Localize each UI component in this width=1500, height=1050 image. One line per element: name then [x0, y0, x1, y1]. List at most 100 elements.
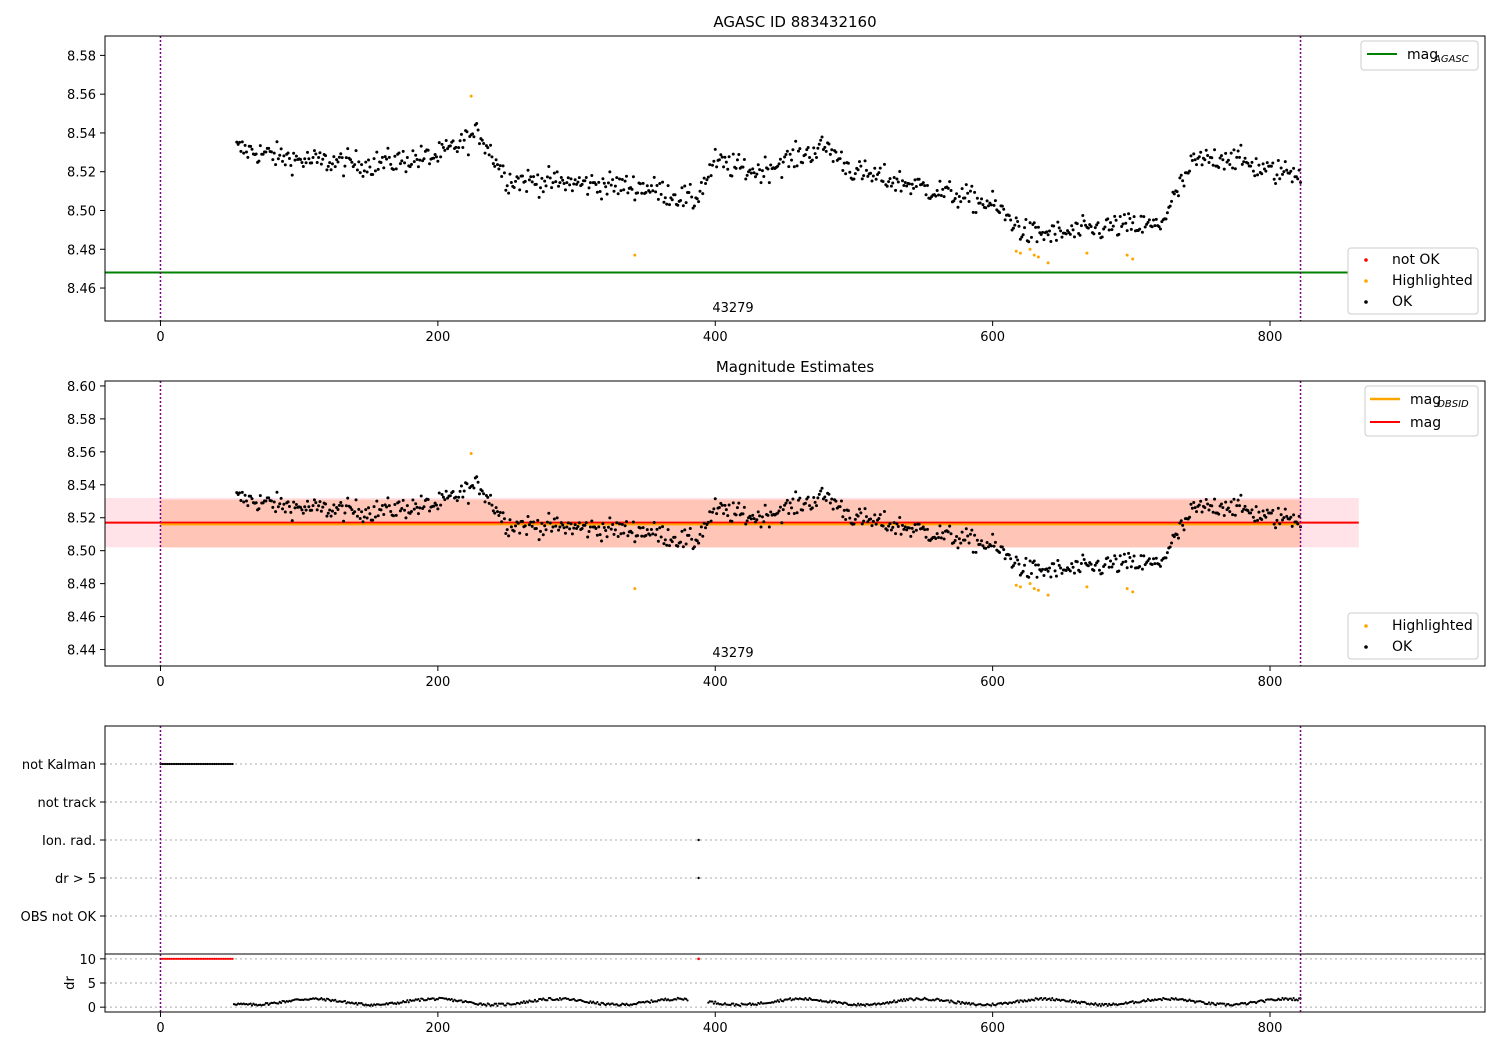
ok-point [466, 153, 470, 157]
ok-point [1111, 562, 1115, 566]
x-tick-label: 200 [425, 1021, 450, 1036]
highlighted-point [1018, 251, 1022, 255]
ok-point [808, 504, 812, 508]
ok-point [1170, 199, 1174, 203]
ok-point [1113, 214, 1117, 218]
dr-axis-label: dr [63, 976, 78, 990]
not-kalman-point [179, 762, 182, 766]
ok-point [1246, 509, 1250, 513]
dr-point [277, 1002, 280, 1005]
ok-point [697, 200, 701, 204]
ok-point [1120, 562, 1124, 566]
ok-point [776, 164, 780, 168]
ok-point [1274, 182, 1278, 186]
ok-point [1279, 513, 1283, 517]
ok-point [1028, 559, 1032, 563]
ok-point [824, 149, 828, 153]
ok-point [416, 165, 420, 169]
ok-point [1207, 508, 1211, 512]
ok-point [1219, 154, 1223, 158]
dr-point [804, 997, 807, 1000]
dr-point [807, 998, 810, 1001]
ok-point [1275, 173, 1279, 177]
ok-point [1210, 504, 1214, 508]
ok-point [638, 526, 642, 530]
ok-point [612, 189, 616, 193]
ok-point [907, 182, 911, 186]
ok-point [998, 550, 1002, 554]
ok-point [558, 181, 562, 185]
ok-point [472, 486, 476, 490]
x-tick-label: 400 [703, 675, 728, 690]
ok-point [401, 498, 405, 502]
ok-point [955, 534, 959, 538]
dr-point [368, 1004, 372, 1007]
ok-point [1070, 224, 1074, 228]
ok-point [580, 527, 584, 531]
ok-point [1129, 227, 1133, 231]
dr-tick-label: 5 [88, 977, 96, 992]
ok-point [938, 524, 942, 528]
ok-point [1206, 502, 1210, 506]
ok-point [648, 533, 652, 537]
ok-point [462, 489, 466, 493]
dr-point [522, 1000, 525, 1003]
dr-point [1192, 1000, 1195, 1003]
highlighted-point [1028, 247, 1032, 251]
ok-point [439, 155, 443, 159]
ok-point [1168, 545, 1172, 549]
dr-point [777, 1000, 781, 1003]
ok-point [663, 196, 667, 200]
ok-point [548, 176, 552, 180]
ok-point [713, 497, 717, 501]
ok-point [346, 496, 350, 500]
dr-point [360, 1002, 363, 1005]
ok-point [394, 513, 398, 517]
ok-point [783, 155, 787, 159]
dr-point [891, 1000, 894, 1004]
x-tick-label: 0 [156, 1021, 164, 1036]
plot-frame [104, 35, 1486, 322]
ok-point [1192, 152, 1196, 156]
ok-point [292, 500, 296, 504]
ok-point [726, 514, 730, 518]
ok-point [307, 505, 311, 509]
ok-point [554, 180, 558, 184]
ok-point [717, 506, 721, 510]
dr-point [250, 1004, 254, 1007]
ok-point [1283, 507, 1287, 511]
x-tick-label: 200 [425, 330, 450, 345]
dr-point [1051, 997, 1054, 1000]
ok-point [505, 184, 509, 188]
flag-row-label: OBS not OK [21, 910, 97, 925]
ok-point [986, 545, 990, 549]
highlighted-point [1032, 587, 1036, 591]
ok-point [670, 540, 674, 544]
ok-point [656, 197, 660, 201]
ok-point [909, 534, 913, 538]
ok-point [723, 503, 727, 507]
ok-point [1197, 155, 1201, 159]
ok-point [724, 160, 728, 164]
dr-flagged-point [168, 957, 171, 960]
dr-point [1106, 1004, 1109, 1007]
ok-point [600, 539, 604, 543]
ok-point [493, 511, 497, 515]
not-kalman-point [171, 762, 175, 766]
ok-point [1079, 224, 1083, 228]
ok-point [701, 534, 705, 538]
ok-point [594, 527, 598, 531]
ok-point [830, 148, 834, 152]
ok-point [1113, 554, 1117, 558]
ok-point [290, 173, 294, 177]
ok-point [662, 200, 666, 204]
dr-point [819, 998, 822, 1002]
ok-point [620, 522, 624, 526]
y-tick-label: 8.48 [67, 243, 96, 258]
dr-point [557, 998, 560, 1002]
ok-point [673, 193, 677, 197]
ok-point [949, 189, 953, 193]
ok-point [600, 197, 604, 201]
ok-point [859, 164, 863, 168]
ok-point [1147, 218, 1151, 222]
